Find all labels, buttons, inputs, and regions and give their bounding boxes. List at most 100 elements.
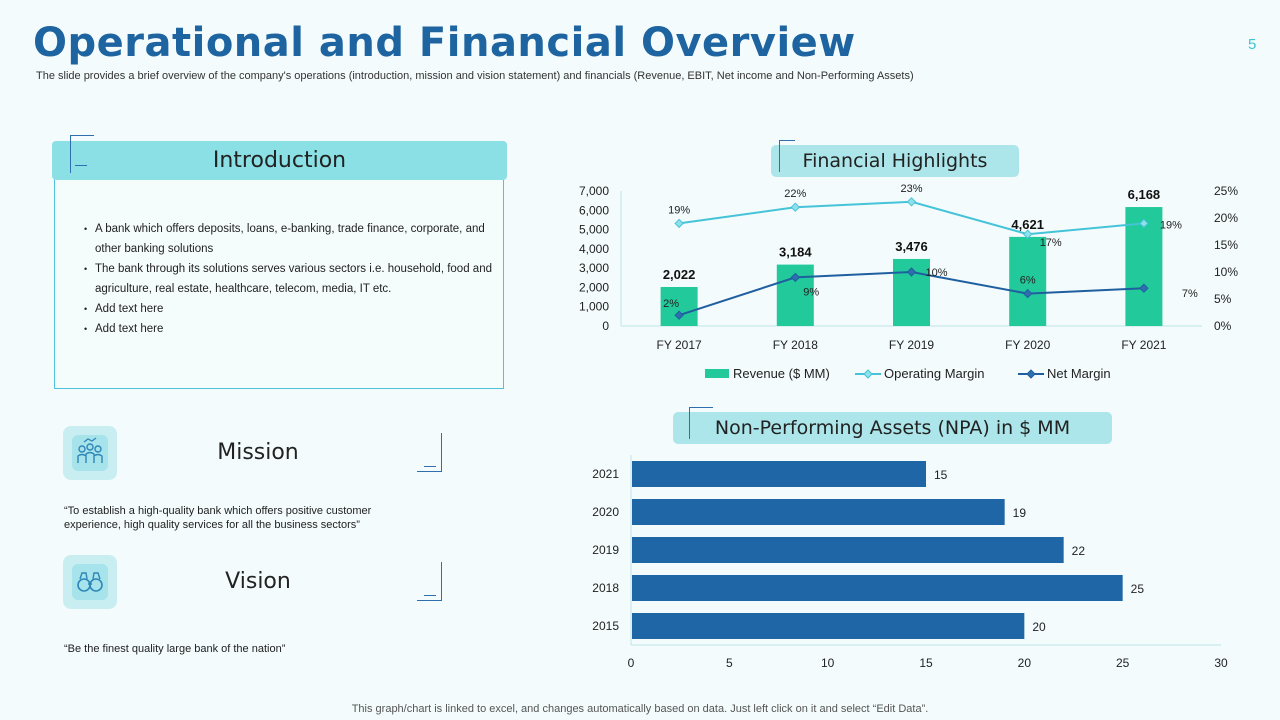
npa-bar [632, 613, 1025, 639]
legend-net-margin-label: Net Margin [1047, 366, 1111, 381]
operating-margin-data-label: 19% [1160, 219, 1182, 231]
y-tick-label: 7,000 [579, 184, 609, 198]
y-tick-label: 2019 [592, 543, 619, 557]
x-tick-label: 25 [1116, 656, 1130, 670]
x-tick-label: 15 [919, 656, 933, 670]
legend-revenue-swatch [705, 369, 729, 378]
y-tick-label: 2020 [592, 505, 619, 519]
vision-statement: “Be the finest quality large bank of the… [64, 643, 286, 655]
net-margin-point [1139, 283, 1149, 293]
operating-margin-data-label: 19% [668, 204, 690, 216]
net-margin-data-label: 6% [1020, 275, 1036, 287]
slide-subtitle: The slide provides a brief overview of t… [36, 70, 914, 82]
revenue-data-label: 3,476 [895, 239, 928, 254]
list-item: Add text here [84, 299, 494, 319]
y-tick-label: 2018 [592, 581, 619, 595]
operating-margin-data-label: 23% [900, 183, 922, 195]
legend-net-margin-marker [1026, 369, 1036, 379]
x-tick-label: 5 [726, 656, 733, 670]
operating-margin-point [1139, 218, 1149, 229]
y-tick-label: 2015 [592, 619, 619, 633]
x-tick-label: 10 [821, 656, 835, 670]
revenue-data-label: 2,022 [663, 267, 696, 282]
y2-tick-label: 10% [1214, 265, 1238, 279]
npa-bar [632, 461, 926, 487]
slide-title: Operational and Financial Overview [33, 20, 856, 66]
revenue-data-label: 6,168 [1128, 187, 1161, 202]
mission-statement: “To establish a high-quality bank which … [64, 505, 372, 531]
npa-data-label: 25 [1131, 582, 1145, 596]
corner-bracket-decoration [779, 140, 795, 172]
y2-tick-label: 20% [1214, 211, 1238, 225]
list-item: The bank through its solutions serves va… [84, 259, 494, 299]
mission-title: Mission [217, 440, 299, 465]
x-tick-label: 0 [628, 656, 635, 670]
y-tick-label: 2,000 [579, 280, 609, 294]
net-margin-data-label: 10% [926, 267, 948, 279]
corner-bracket-decoration [689, 407, 713, 439]
npa-bar [632, 575, 1123, 601]
list-item: A bank which offers deposits, loans, e-b… [84, 219, 494, 259]
corner-bracket-decoration [70, 135, 94, 173]
bracket-tick-decoration [424, 466, 436, 467]
x-tick-label: FY 2018 [773, 338, 818, 352]
y2-tick-label: 0% [1214, 319, 1232, 333]
footer-note: This graph/chart is linked to excel, and… [351, 703, 929, 715]
introduction-bullet-list: A bank which offers deposits, loans, e-b… [84, 219, 494, 339]
people-chart-icon [63, 426, 117, 480]
financial-highlights-chart: 0 1,000 2,000 3,000 4,000 5,000 6,000 7,000 0% 5%… [579, 183, 1238, 381]
operating-margin-point [1022, 229, 1033, 239]
financial-highlights-title: Financial Highlights [771, 145, 1019, 177]
corner-bracket-decoration [417, 562, 442, 601]
y-tick-label: 2021 [592, 467, 619, 481]
introduction-title: Introduction [52, 141, 507, 180]
net-margin-data-label: 9% [803, 286, 819, 298]
y2-tick-label: 15% [1214, 238, 1238, 252]
revenue-data-label: 3,184 [779, 245, 812, 260]
legend-operating-margin-marker [863, 369, 873, 379]
y-tick-label: 0 [602, 319, 609, 333]
x-tick-label: FY 2021 [1121, 338, 1166, 352]
operating-margin-point [674, 218, 684, 229]
npa-bar [632, 499, 1005, 525]
x-tick-label: FY 2020 [1005, 338, 1050, 352]
npa-title: Non-Performing Assets (NPA) in $ MM [673, 412, 1112, 444]
net-margin-point [674, 310, 684, 320]
y2-tick-label: 5% [1214, 292, 1232, 306]
binoculars-icon [63, 555, 117, 609]
bracket-tick-decoration [75, 165, 87, 166]
net-margin-point [906, 267, 917, 277]
y-tick-label: 5,000 [579, 223, 609, 237]
net-margin-point [790, 272, 801, 283]
npa-data-label: 22 [1072, 544, 1086, 558]
npa-data-label: 20 [1032, 620, 1046, 634]
net-margin-data-label: 2% [663, 298, 679, 310]
y2-tick-label: 25% [1214, 184, 1238, 198]
x-tick-label: FY 2017 [657, 338, 702, 352]
npa-data-label: 15 [934, 468, 948, 482]
npa-bar [632, 537, 1064, 563]
operating-margin-data-label: 22% [784, 188, 806, 200]
operating-margin-point [906, 197, 917, 207]
net-margin-point [1022, 288, 1033, 299]
bracket-tick-decoration [424, 595, 436, 596]
npa-bar-chart: 0 5 10 15 20 25 30 15 2021 19 2020 22 2019 25 2018 20 20… [592, 455, 1228, 670]
npa-data-label: 19 [1013, 506, 1027, 520]
x-tick-label: FY 2019 [889, 338, 934, 352]
operating-margin-line [678, 200, 1144, 236]
list-item: Add text here [84, 319, 494, 339]
operating-margin-data-label: 17% [1040, 237, 1062, 249]
vision-title: Vision [225, 569, 291, 594]
y-tick-label: 1,000 [579, 300, 609, 314]
y-tick-label: 6,000 [579, 203, 609, 217]
y-tick-label: 3,000 [579, 261, 609, 275]
x-tick-label: 30 [1214, 656, 1228, 670]
x-tick-label: 20 [1018, 656, 1032, 670]
corner-bracket-decoration [417, 433, 442, 472]
legend-operating-margin-label: Operating Margin [884, 366, 984, 381]
operating-margin-point [790, 202, 801, 212]
page-number: 5 [1248, 36, 1257, 53]
y-tick-label: 4,000 [579, 242, 609, 256]
revenue-bar [1009, 236, 1047, 326]
